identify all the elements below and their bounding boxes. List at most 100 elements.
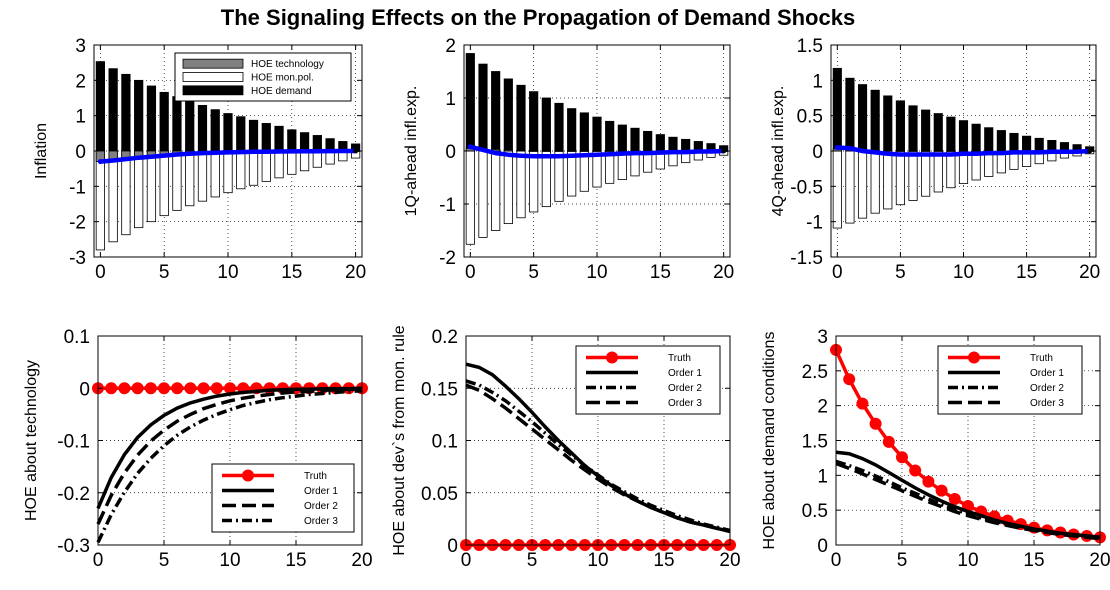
series-line-order-3 <box>465 383 731 534</box>
bar-hoe-demand-14 <box>1009 132 1019 152</box>
bar-hoe-mon-pol--1 <box>845 150 855 224</box>
bar-hoe-demand-17 <box>312 135 322 152</box>
bar-hoe-demand-14 <box>643 130 653 152</box>
y-axis-label: HOE about demand conditions <box>761 332 778 550</box>
subplot-hoe_tech: 0 5 10 15 20 -0.3 -0.2 -0.1 0 0.1 HOE about techno… <box>23 327 373 571</box>
bar-hoe-demand-4 <box>146 85 157 152</box>
bar-hoe-demand-6 <box>541 97 551 152</box>
bar-hoe-demand-4 <box>516 84 526 152</box>
x-tick-label: 20 <box>351 550 372 571</box>
x-tick-label: 15 <box>285 550 306 571</box>
y-tick-label: 3 <box>817 327 828 348</box>
series-line-order-2 <box>835 459 1101 540</box>
bar-hoe-technology-7 <box>921 150 931 152</box>
x-tick-label: 10 <box>587 550 608 571</box>
y-tick-label: 1 <box>445 89 456 110</box>
y-tick-label: -0.2 <box>57 484 90 505</box>
bar-hoe-mon-pol--3 <box>134 150 144 229</box>
y-tick-label: 0 <box>75 142 86 163</box>
bar-hoe-demand-9 <box>946 116 956 152</box>
x-tick-label: 0 <box>461 550 472 571</box>
total-response-line <box>98 148 358 164</box>
series-point-truth-2 <box>118 382 131 395</box>
legend-swatch <box>182 72 244 82</box>
bar-hoe-demand-7 <box>185 100 195 152</box>
bar-hoe-mon-pol--11 <box>236 150 246 190</box>
bar-hoe-technology-4 <box>516 150 526 152</box>
y-tick-label: 0.1 <box>432 432 458 453</box>
bar-hoe-mon-pol--7 <box>921 150 931 197</box>
bar-hoe-technology-9 <box>579 150 589 152</box>
series-point-truth-8 <box>935 484 948 497</box>
total-response-line <box>468 144 726 159</box>
bar-hoe-mon-pol--4 <box>516 150 526 219</box>
bar-hoe-technology-6 <box>541 150 551 152</box>
bar-hoe-mon-pol--0 <box>465 150 475 245</box>
y-tick-label: -1.5 <box>790 248 823 269</box>
y-tick-label: 2 <box>75 71 86 92</box>
bar-hoe-demand-5 <box>895 100 905 152</box>
bar-hoe-mon-pol--8 <box>197 150 208 202</box>
series-point-truth-2 <box>856 397 869 410</box>
x-tick-label: 15 <box>1016 262 1037 283</box>
y-tick-label: 1 <box>817 466 828 487</box>
y-tick-label: -0.1 <box>57 432 90 453</box>
series-point-truth-1 <box>105 382 118 395</box>
bar-hoe-technology-7 <box>554 150 564 152</box>
bar-hoe-mon-pol--7 <box>554 150 564 202</box>
x-tick-label: 5 <box>897 550 908 571</box>
subplot-infl1q: 0 5 10 15 20 -2 -1 0 1 2 1Q-ahead infl.exp. <box>403 36 734 283</box>
y-tick-label: 2 <box>817 397 828 418</box>
x-tick-label: 20 <box>1079 262 1100 283</box>
bar-hoe-demand-5 <box>529 91 539 152</box>
series-point-truth-9 <box>210 382 223 395</box>
legend-swatch <box>182 58 244 69</box>
subplot-inflation: 0 5 10 15 20 -3 -2 -1 0 1 2 3 Inflation HOE technolog… <box>33 36 366 283</box>
series-line-order-2 <box>96 387 362 525</box>
bar-hoe-mon-pol--13 <box>261 150 271 182</box>
bar-hoe-demand-17 <box>681 138 691 152</box>
x-tick-label: 10 <box>957 550 978 571</box>
bar-hoe-demand-13 <box>630 127 640 152</box>
total-response-end-point <box>1087 148 1093 154</box>
legend-label: Order 2 <box>1030 383 1064 394</box>
bar-hoe-demand-6 <box>172 96 182 152</box>
total-response-start-point <box>834 144 840 150</box>
bar-hoe-demand-15 <box>655 134 665 152</box>
bar-hoe-demand-7 <box>554 102 564 152</box>
bar-hoe-demand-15 <box>1022 135 1032 152</box>
legend-label: Order 1 <box>668 368 702 379</box>
bar-hoe-mon-pol--12 <box>248 150 259 186</box>
bar-hoe-demand-1 <box>845 77 855 152</box>
bar-hoe-mon-pol--3 <box>503 150 513 225</box>
bar-hoe-technology-4 <box>883 150 893 152</box>
y-tick-label: -1 <box>69 177 86 198</box>
y-tick-label: 0 <box>79 379 90 400</box>
bar-hoe-demand-2 <box>121 73 131 152</box>
x-tick-label: 10 <box>953 262 974 283</box>
legend-label: Order 1 <box>304 486 338 497</box>
x-tick-label: 5 <box>159 262 170 283</box>
x-tick-label: 0 <box>95 262 106 283</box>
bar-hoe-mon-pol--2 <box>121 150 131 236</box>
y-axis-label: 1Q-ahead infl.exp. <box>403 86 420 217</box>
y-tick-label: 0 <box>445 142 456 163</box>
total-response-end-point <box>721 148 727 154</box>
bar-hoe-demand-0 <box>95 61 105 152</box>
series-point-truth-5 <box>896 451 908 464</box>
y-tick-label: 1 <box>812 71 823 92</box>
bar-hoe-mon-pol--15 <box>287 150 297 175</box>
bar-hoe-demand-3 <box>870 89 880 152</box>
x-tick-label: 0 <box>832 262 843 283</box>
legend: HOE technology HOE mon.pol. HOE demand <box>174 52 352 102</box>
y-tick-label: -2 <box>69 213 86 234</box>
bar-hoe-mon-pol--9 <box>210 150 220 198</box>
bar-hoe-technology-10 <box>958 150 969 152</box>
legend-label: Order 3 <box>304 516 338 527</box>
legend-label: Order 2 <box>668 383 702 394</box>
bar-hoe-demand-9 <box>210 109 220 152</box>
x-tick-label: 15 <box>650 262 671 283</box>
bar-hoe-demand-0 <box>465 53 475 152</box>
series-point-truth-10 <box>224 382 236 395</box>
bar-hoe-mon-pol--6 <box>908 150 918 201</box>
